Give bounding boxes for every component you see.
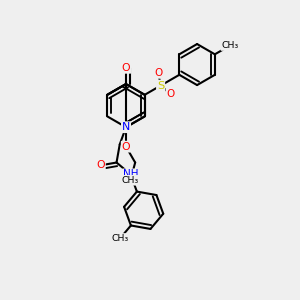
Text: O: O: [154, 68, 163, 78]
Text: CH₃: CH₃: [111, 234, 129, 243]
Text: CH₃: CH₃: [221, 41, 239, 50]
Text: NH: NH: [123, 169, 138, 179]
Text: N: N: [122, 122, 130, 132]
Text: O: O: [167, 89, 175, 99]
Text: O: O: [96, 160, 105, 170]
Text: O: O: [122, 63, 130, 73]
Text: O: O: [122, 142, 130, 152]
Text: CH₃: CH₃: [122, 176, 139, 185]
Text: S: S: [157, 81, 164, 91]
